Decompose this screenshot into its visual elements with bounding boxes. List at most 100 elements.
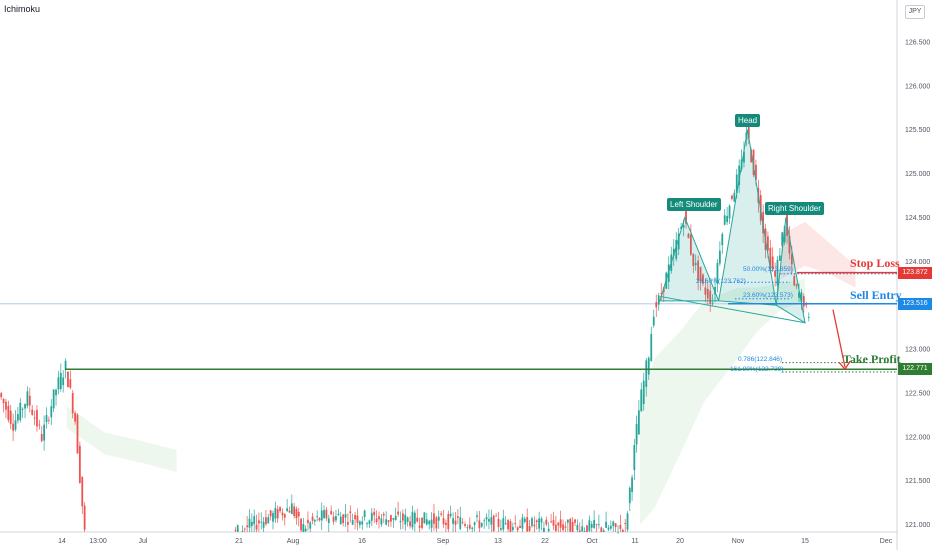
candle-body <box>733 192 736 202</box>
candle-body <box>283 513 286 518</box>
candle-body <box>234 529 237 531</box>
candle-body <box>71 393 74 414</box>
candle-body <box>552 520 555 526</box>
candle-body <box>626 513 629 530</box>
candle-body <box>516 527 519 531</box>
candle-body <box>428 520 431 525</box>
candle-body <box>619 524 622 529</box>
right-shoulder-label: Right Shoulder <box>765 202 824 215</box>
candle-body <box>702 274 704 284</box>
candle-body <box>12 423 15 431</box>
candle-body <box>502 518 505 530</box>
candle-body <box>241 531 244 532</box>
candle-body <box>704 287 707 295</box>
candle-body <box>590 523 593 528</box>
candle-body <box>26 391 29 406</box>
candle-body <box>445 522 447 526</box>
candle-body <box>325 509 328 519</box>
candle-body <box>680 226 683 229</box>
candle-body <box>423 512 426 524</box>
candle-body <box>559 519 562 528</box>
candle-body <box>468 524 471 529</box>
candle-body <box>250 521 253 527</box>
candle-body <box>692 253 695 266</box>
candle-body <box>64 360 67 370</box>
candle-body <box>531 518 533 526</box>
candle-body <box>297 511 300 517</box>
candle-body <box>304 528 307 532</box>
x-tick-label: Aug <box>287 538 300 545</box>
candle-body <box>738 165 741 185</box>
y-tick-label: 122.000 <box>905 434 930 441</box>
candle-body <box>607 527 610 530</box>
x-tick-label: Dec <box>880 538 893 545</box>
candle-body <box>735 174 738 193</box>
candle-body <box>586 525 588 532</box>
candle-body <box>500 528 502 530</box>
candle-body <box>339 516 342 525</box>
candle-body <box>576 525 579 531</box>
candle-body <box>802 296 805 307</box>
candle-body <box>449 513 452 517</box>
candle-body <box>672 248 675 256</box>
candle-body <box>83 505 86 530</box>
candle-body <box>243 528 246 530</box>
candle-body <box>755 164 757 180</box>
candle-body <box>598 524 600 526</box>
candle-body <box>497 518 500 527</box>
candle-body <box>750 149 753 163</box>
candle-body <box>602 530 605 532</box>
fib-annotation: 161.80%(122.739) <box>730 365 784 373</box>
indicator-label: Ichimoku <box>4 4 41 14</box>
candle-body <box>272 512 274 522</box>
candle-body <box>67 371 69 388</box>
candle-body <box>519 525 521 529</box>
candle-body <box>7 405 10 421</box>
candle-body <box>677 233 680 250</box>
y-tick-label: 125.000 <box>905 171 930 178</box>
candle-body <box>69 379 72 388</box>
candle-body <box>723 215 726 225</box>
x-tick-label: 11 <box>631 538 638 545</box>
candle-body <box>699 266 702 282</box>
stop-loss-label: Stop Loss <box>850 255 900 270</box>
candle-body <box>50 406 53 418</box>
candle-body <box>78 445 81 483</box>
candle-body <box>624 523 627 524</box>
candle-body <box>588 520 591 531</box>
candle-body <box>490 517 493 525</box>
x-tick-label: Sep <box>437 538 450 545</box>
candle-body <box>16 414 19 421</box>
candle-body <box>571 521 574 532</box>
candle-body <box>540 518 543 523</box>
candle-body <box>320 510 323 521</box>
candle-body <box>255 524 258 530</box>
candle-body <box>464 524 466 526</box>
candle-body <box>59 372 62 390</box>
stop-loss-price-tag: 123.872 <box>898 266 932 279</box>
currency-badge[interactable]: JPY <box>905 5 925 19</box>
candle-body <box>260 521 263 523</box>
candle-body <box>731 195 733 199</box>
candle-body <box>385 519 388 525</box>
candle-body <box>442 518 445 525</box>
candle-body <box>454 520 457 525</box>
candle-body <box>62 377 65 386</box>
candle-body <box>511 527 514 530</box>
candle-body <box>421 517 423 528</box>
candle-body <box>5 401 7 410</box>
candle-body <box>390 515 392 522</box>
candle-body <box>533 524 536 527</box>
candle-body <box>368 520 371 524</box>
fib-annotation: 50.00%(123.859) <box>743 265 793 273</box>
candle-body <box>595 524 598 526</box>
ichimoku-cloud-early <box>66 406 177 472</box>
candle-body <box>650 334 653 362</box>
candle-body <box>43 424 46 441</box>
candle-body <box>327 518 330 524</box>
candle-body <box>492 515 495 532</box>
candle-body <box>81 476 84 507</box>
ichimoku-bear-cloud <box>781 221 856 288</box>
x-tick-label: 16 <box>358 538 366 545</box>
